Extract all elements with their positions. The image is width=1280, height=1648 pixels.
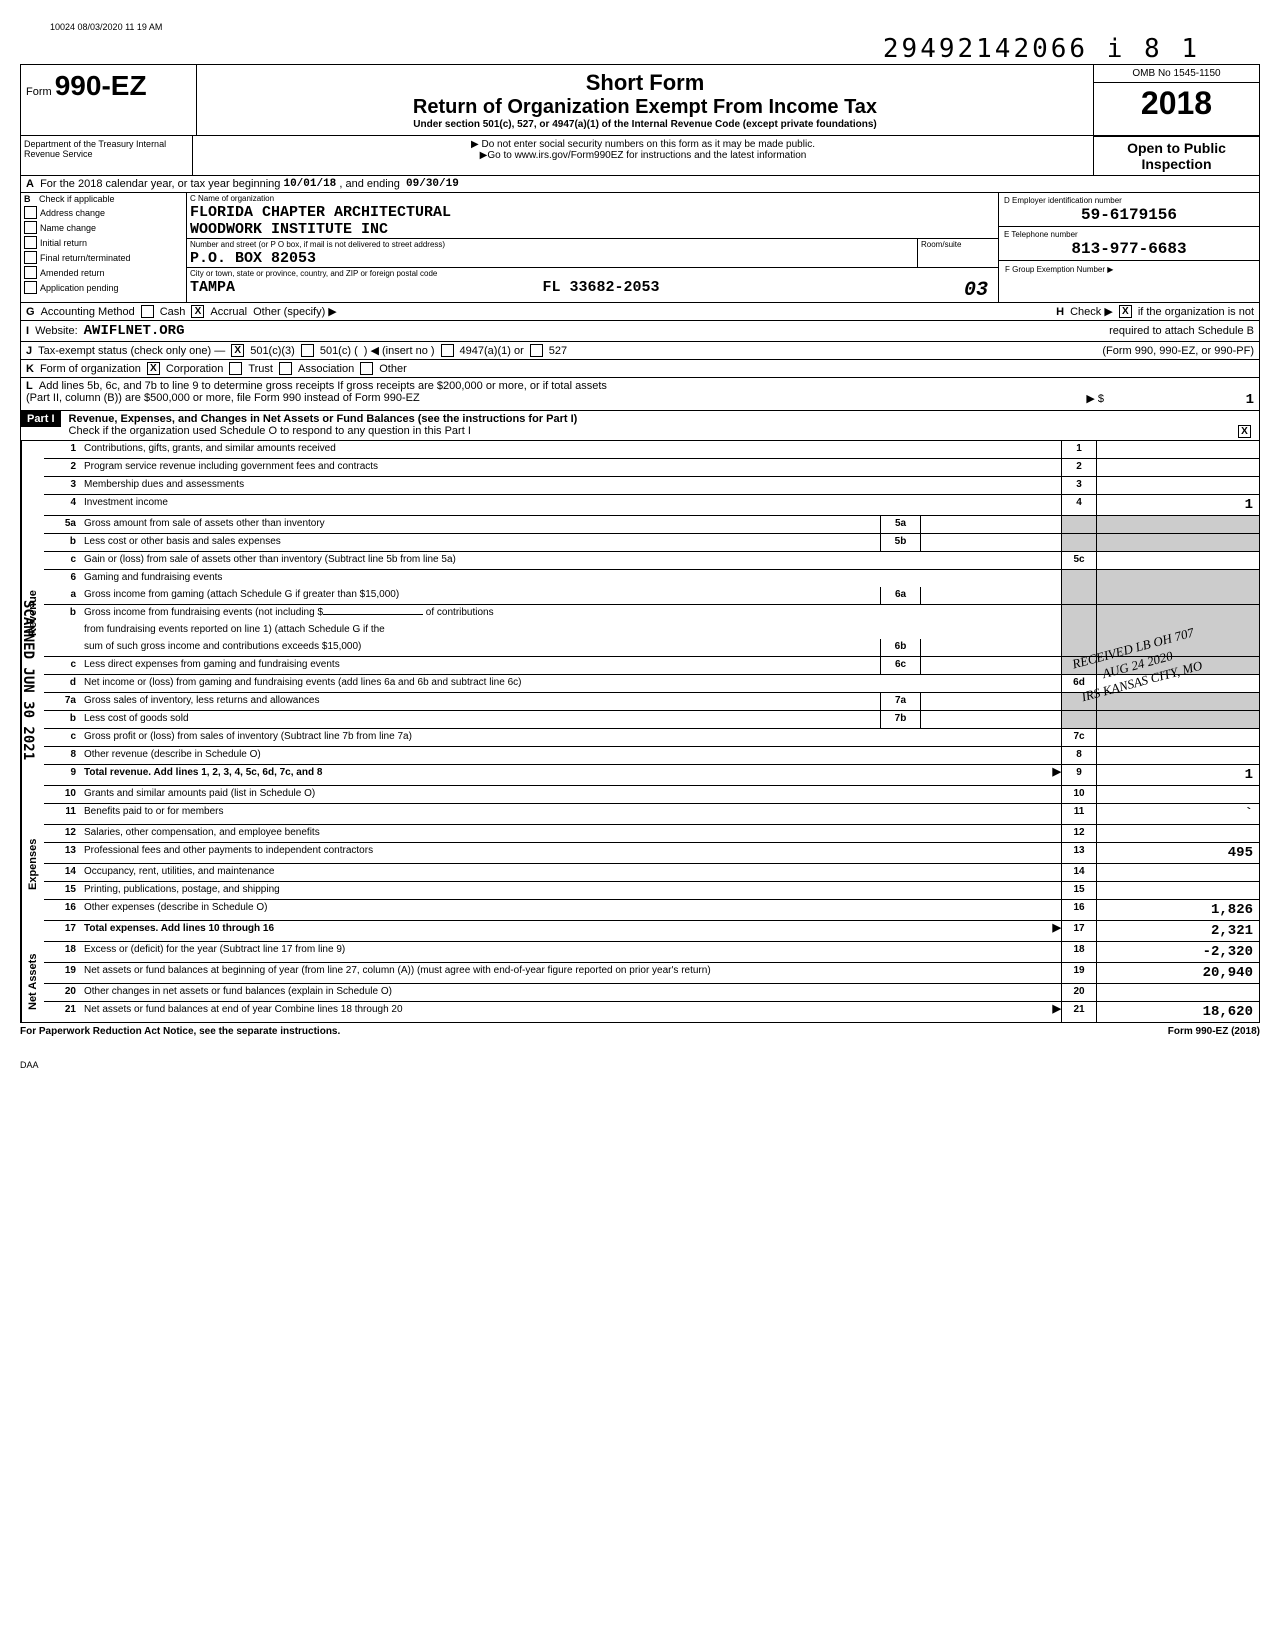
checkbox[interactable] [24,281,37,294]
daa-label: DAA [20,1040,1260,1070]
line-a: A For the 2018 calendar year, or tax yea… [21,176,1259,193]
revenue-section: Revenue 1Contributions, gifts, grants, a… [21,441,1259,786]
footer: For Paperwork Reduction Act Notice, see … [20,1023,1260,1040]
checkbox-trust[interactable] [229,362,242,375]
checkbox[interactable] [24,206,37,219]
checkbox-schedule-o[interactable]: X [1238,425,1251,438]
line-i: I Website: AWIFLNET.ORG required to atta… [21,321,1259,342]
checkbox[interactable] [24,236,37,249]
checkbox[interactable] [24,221,37,234]
year-cell: OMB No 1545-1150 2018 [1093,65,1259,135]
checkbox-501c3[interactable]: X [231,344,244,357]
checkbox[interactable] [24,251,37,264]
checkbox-accrual[interactable]: X [191,305,204,318]
checkbox-cash[interactable] [141,305,154,318]
line-k: K Form of organization XCorporation Trus… [21,360,1259,378]
checkbox-other[interactable] [360,362,373,375]
address: P.O. BOX 82053 [187,250,917,267]
line-g: G Accounting Method Cash XAccrual Other … [21,303,1259,321]
checkbox[interactable] [24,266,37,279]
net-assets-section: Net Assets 18Excess or (deficit) for the… [21,942,1259,1022]
checkbox-corp[interactable]: X [147,362,160,375]
website: AWIFLNET.ORG [84,323,185,339]
timestamp: 10024 08/03/2020 11 19 AM [20,20,1260,34]
form-title-cell: Short Form Return of Organization Exempt… [197,65,1093,135]
part-1-header: Part I Revenue, Expenses, and Changes in… [21,411,1259,441]
form-number-cell: Form 990-EZ [21,65,197,135]
checkbox-4947[interactable] [441,344,454,357]
line-j: J Tax-exempt status (check only one) — X… [21,342,1259,360]
dept-cell: Department of the Treasury Internal Reve… [21,136,193,175]
open-public-cell: Open to Public Inspection [1093,136,1259,175]
org-name: FLORIDA CHAPTER ARCHITECTURAL [187,204,998,221]
state-zip: FL 33682-2053 [539,279,662,302]
phone: 813-977-6683 [1001,240,1257,258]
city: TAMPA [187,279,238,302]
checkbox-501c[interactable] [301,344,314,357]
handwritten-code: 03 [964,279,988,302]
section-b: B Check if applicable Address change Nam… [21,193,1259,303]
ein: 59-6179156 [1001,206,1257,224]
checkbox-527[interactable] [530,344,543,357]
checkbox-h[interactable]: X [1119,305,1132,318]
line-l: L Add lines 5b, 6c, and 7b to line 9 to … [21,378,1259,411]
instructions-cell: ▶ Do not enter social security numbers o… [193,136,1093,175]
expenses-section: Expenses 10Grants and similar amounts pa… [21,786,1259,942]
org-name-2: WOODWORK INSTITUTE INC [187,221,998,238]
document-number: 29492142066 i 8 1 [20,34,1260,64]
checkbox-assoc[interactable] [279,362,292,375]
form-990ez: Form 990-EZ Short Form Return of Organiz… [20,64,1260,1023]
